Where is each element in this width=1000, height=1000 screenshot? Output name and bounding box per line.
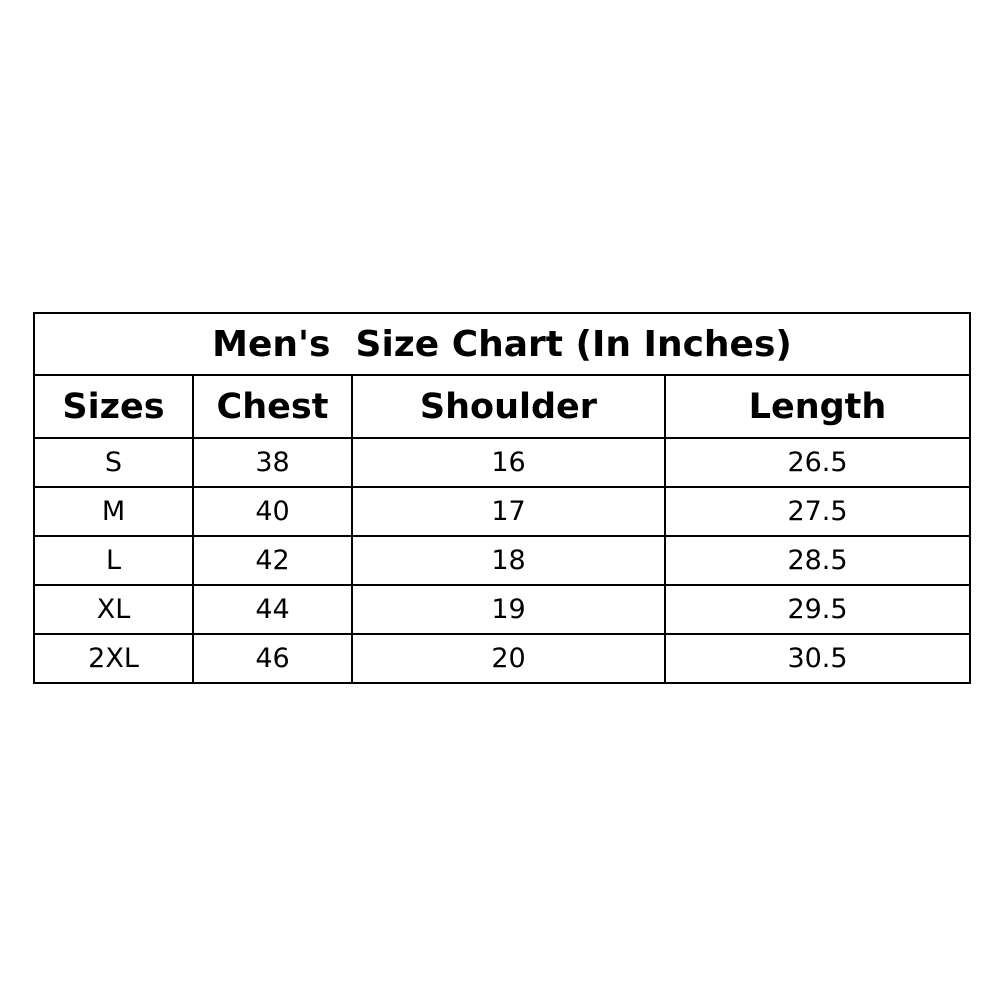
chest-cell: 40 [192, 486, 353, 537]
chest-cell: 44 [192, 584, 353, 635]
table-row: 2XL 46 20 30.5 [33, 633, 972, 684]
table-title: Men's Size Chart (In Inches) [32, 312, 972, 376]
shoulder-cell: 18 [351, 535, 666, 586]
column-header-chest: Chest [192, 374, 353, 439]
shoulder-cell: 16 [351, 437, 666, 488]
header-row: Sizes Chest Shoulder Length [33, 374, 972, 439]
chest-cell: 42 [192, 535, 353, 586]
chest-cell: 38 [192, 437, 353, 488]
length-cell: 28.5 [663, 535, 972, 586]
shoulder-cell: 20 [351, 633, 666, 684]
length-cell: 30.5 [663, 633, 972, 684]
column-header-length: Length [663, 374, 972, 439]
shoulder-cell: 19 [351, 584, 666, 635]
table-row: XL 44 19 29.5 [33, 584, 972, 635]
shoulder-cell: 17 [351, 486, 666, 537]
length-cell: 27.5 [663, 486, 972, 537]
size-cell: M [33, 486, 194, 537]
size-cell: 2XL [33, 633, 194, 684]
size-cell: S [33, 437, 194, 488]
table-row: M 40 17 27.5 [33, 486, 972, 537]
size-cell: XL [33, 584, 194, 635]
column-header-shoulder: Shoulder [351, 374, 666, 439]
length-cell: 29.5 [663, 584, 972, 635]
size-chart-table: Men's Size Chart (In Inches) Sizes Chest… [32, 312, 972, 684]
table-row: S 38 16 26.5 [33, 437, 972, 488]
column-header-sizes: Sizes [33, 374, 194, 439]
length-cell: 26.5 [663, 437, 972, 488]
chest-cell: 46 [192, 633, 353, 684]
table-row: L 42 18 28.5 [33, 535, 972, 586]
size-cell: L [33, 535, 194, 586]
